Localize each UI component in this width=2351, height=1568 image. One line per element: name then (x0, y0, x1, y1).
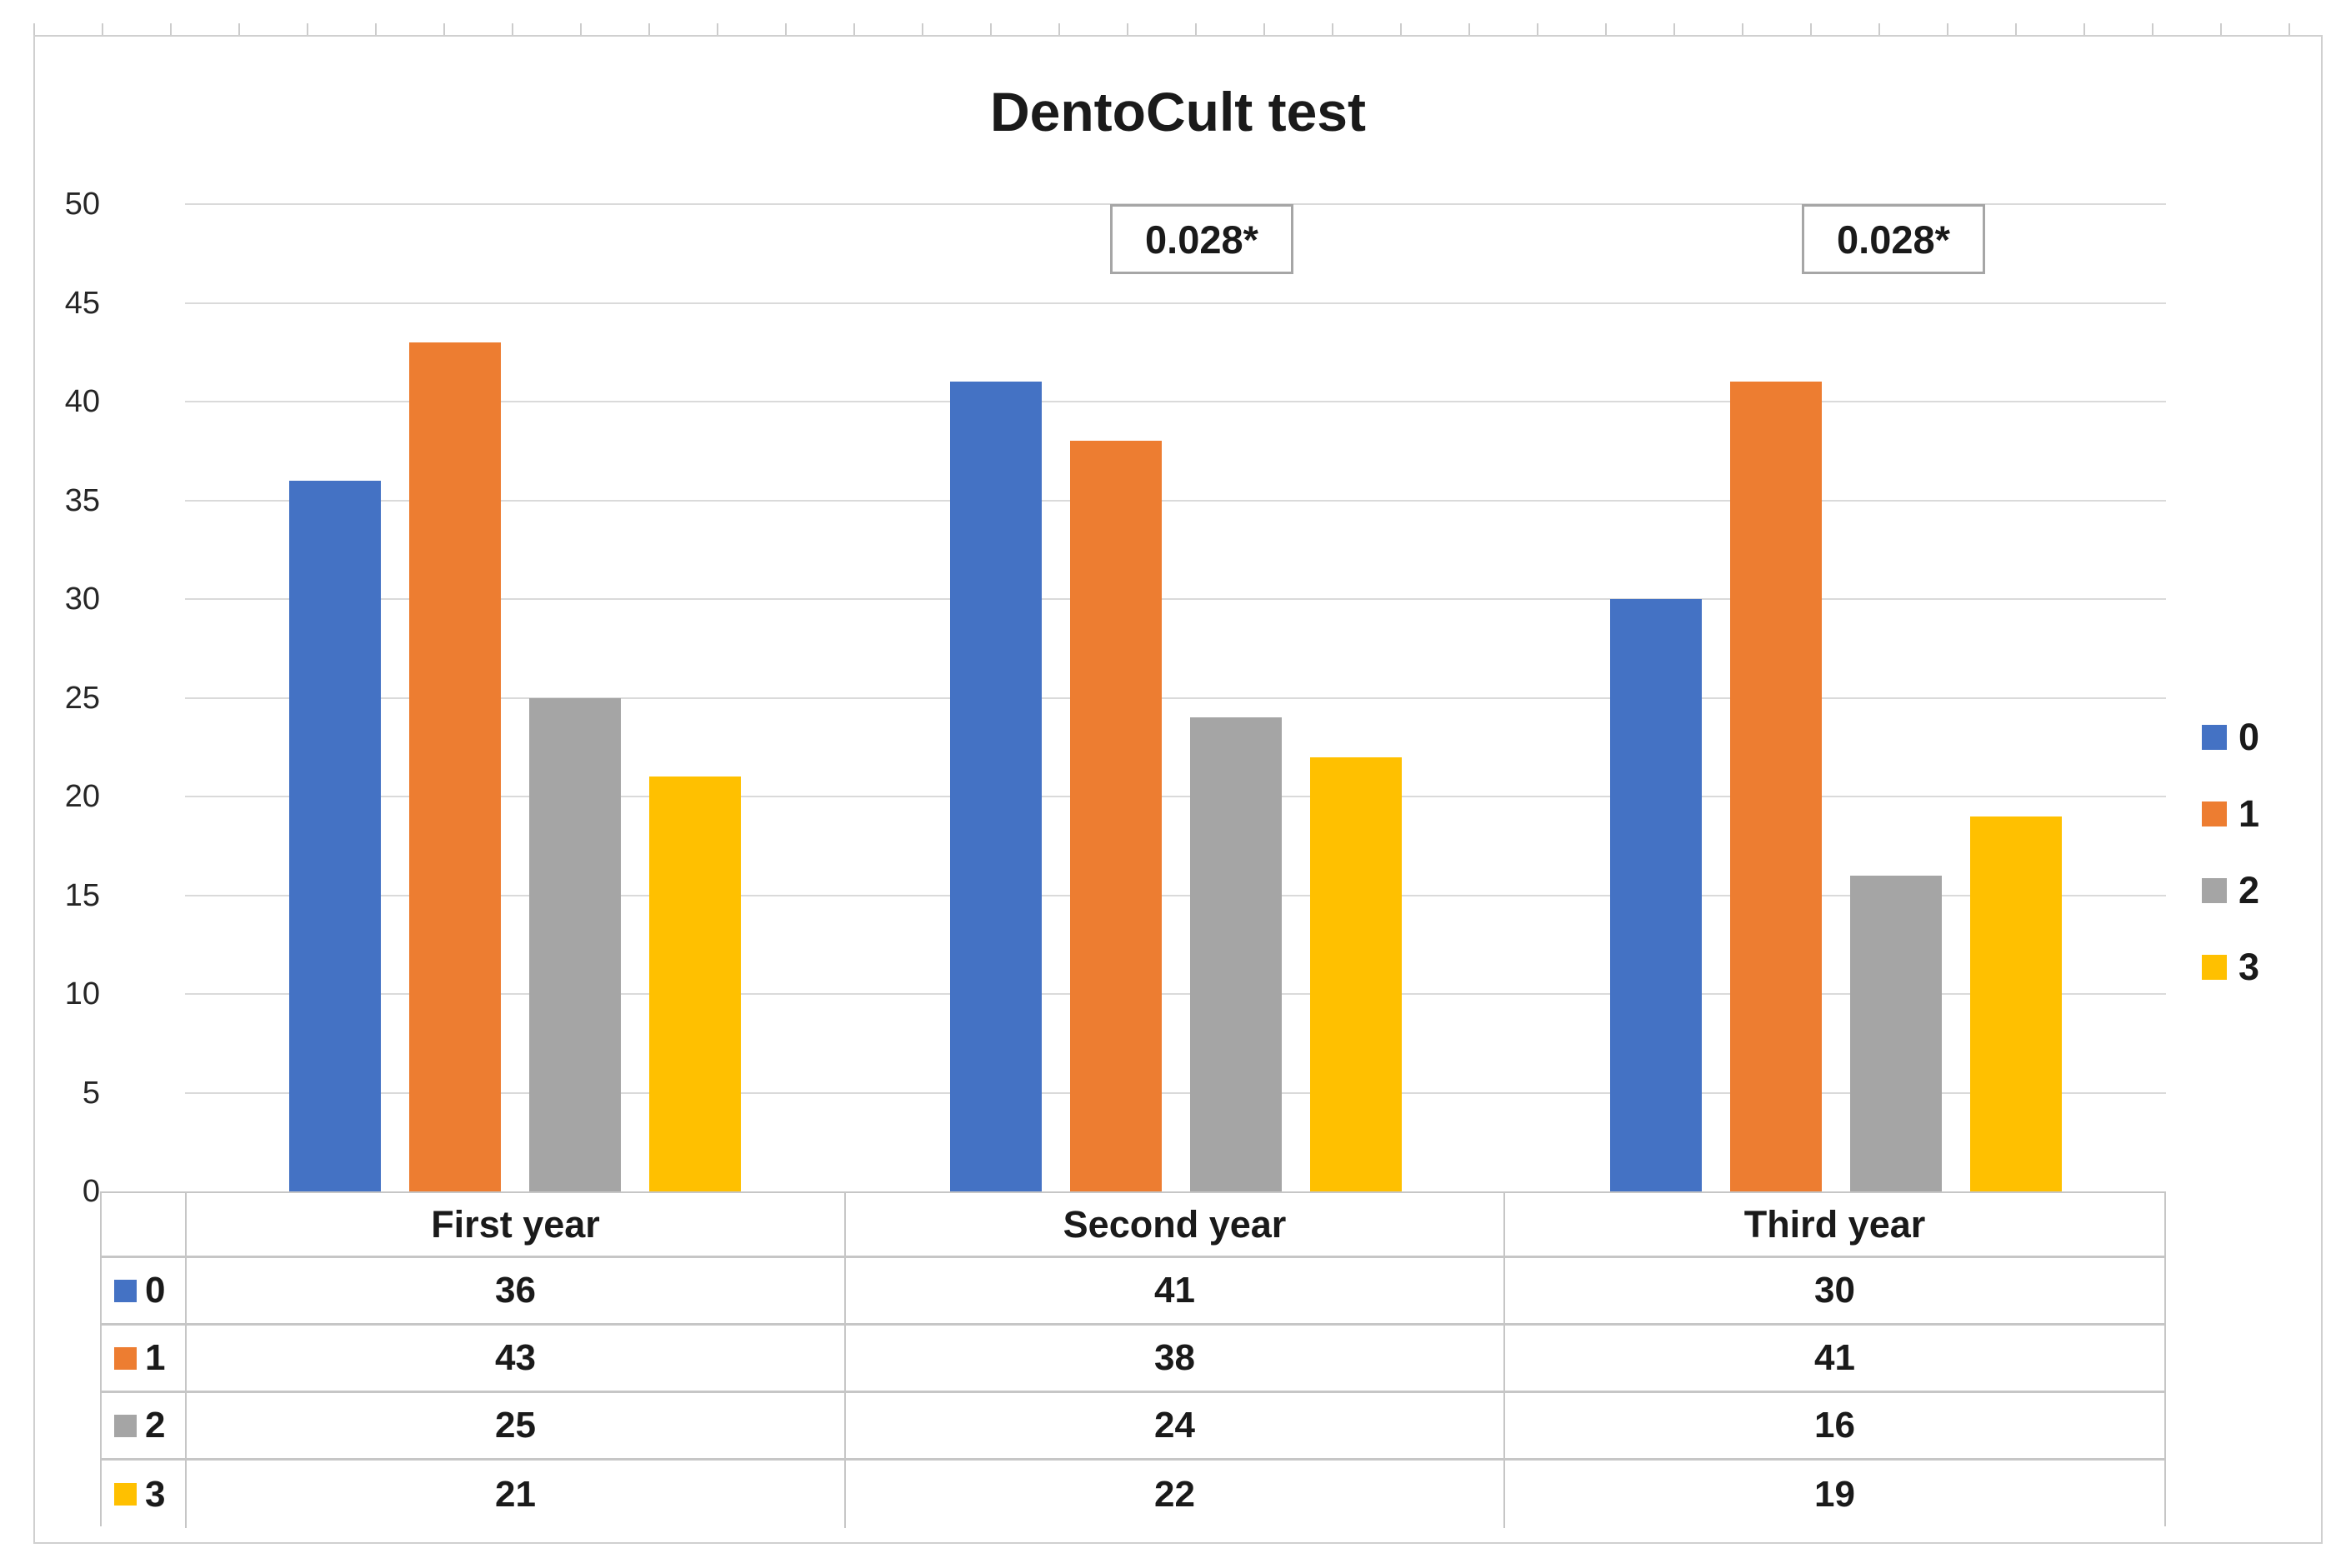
significance-box-2[interactable]: 0.028* (1802, 204, 1985, 274)
table-cell: 43 (187, 1326, 846, 1393)
legend-label: 2 (2238, 869, 2260, 911)
bar-series-1-second-year[interactable] (1069, 441, 1162, 1191)
table-row-key-label: 3 (145, 1473, 166, 1515)
series-swatch-icon (114, 1279, 137, 1302)
bar-series-3-first-year[interactable] (649, 777, 742, 1191)
gridline (185, 796, 2166, 797)
bar-series-0-second-year[interactable] (949, 382, 1042, 1191)
table-row-key-label: 1 (145, 1337, 166, 1378)
bar-series-2-first-year[interactable] (529, 697, 622, 1191)
legend-item-1[interactable]: 1 (2202, 792, 2260, 835)
gridline (185, 401, 2166, 402)
table-row-key-2: 2 (102, 1393, 187, 1461)
bar-series-1-third-year[interactable] (1729, 382, 1822, 1191)
y-axis-tick-label: 5 (82, 1075, 100, 1111)
table-header-cell: First year (187, 1193, 846, 1258)
chart-data-table[interactable]: First year Second year Third year 0 36 41 30 1 4… (100, 1191, 2166, 1528)
table-row-key-label: 0 (145, 1270, 166, 1311)
y-axis-tick-label: 10 (64, 976, 100, 1011)
table-cell: 19 (1505, 1461, 2164, 1528)
bar-series-0-third-year[interactable] (1609, 599, 1702, 1191)
table-cell: 21 (187, 1461, 846, 1528)
series-swatch-icon (114, 1414, 137, 1437)
legend-label: 0 (2238, 716, 2260, 758)
table-cell: 24 (846, 1393, 1505, 1461)
y-axis-tick-label: 0 (82, 1174, 100, 1209)
table-corner-cell (102, 1193, 187, 1258)
table-cell: 38 (846, 1326, 1505, 1393)
significance-box-1[interactable]: 0.028* (1110, 204, 1293, 274)
gridline (185, 993, 2166, 995)
chart-frame[interactable]: DentoCult test 0 5 10 15 20 25 30 35 40 45 50 0.02… (33, 35, 2323, 1544)
table-row-key-1: 1 (102, 1326, 187, 1393)
table-row-key-0: 0 (102, 1258, 187, 1326)
bar-series-0-first-year[interactable] (289, 480, 382, 1191)
table-cell: 16 (1505, 1393, 2164, 1461)
table-cell: 22 (846, 1461, 1505, 1528)
bar-series-3-second-year[interactable] (1309, 757, 1402, 1191)
y-axis-tick-label: 20 (64, 779, 100, 814)
y-axis-tick-label: 25 (64, 680, 100, 716)
gridline (185, 1091, 2166, 1094)
table-row-key-3: 3 (102, 1461, 187, 1528)
table-cell: 30 (1505, 1258, 2164, 1326)
series-swatch-icon (2202, 725, 2227, 750)
table-cell: 41 (1505, 1326, 2164, 1393)
table-cell: 41 (846, 1258, 1505, 1326)
series-swatch-icon (2202, 801, 2227, 826)
table-cell: 36 (187, 1258, 846, 1326)
series-swatch-icon (2202, 878, 2227, 903)
table-header-cell: Third year (1505, 1193, 2164, 1258)
legend-item-2[interactable]: 2 (2202, 869, 2260, 911)
bar-series-2-third-year[interactable] (1849, 875, 1942, 1191)
y-axis-tick-label: 50 (64, 187, 100, 222)
series-swatch-icon (114, 1483, 137, 1506)
bar-series-2-second-year[interactable] (1189, 717, 1282, 1191)
gridline (185, 894, 2166, 896)
legend-item-0[interactable]: 0 (2202, 716, 2260, 758)
spreadsheet-column-ticks (33, 23, 2323, 35)
legend[interactable]: 0 1 2 3 (2202, 716, 2260, 988)
table-cell: 25 (187, 1393, 846, 1461)
gridline (185, 499, 2166, 502)
series-swatch-icon (2202, 955, 2227, 980)
y-axis-tick-label: 35 (64, 482, 100, 518)
y-axis-tick-label: 30 (64, 582, 100, 617)
gridline (185, 598, 2166, 600)
table-header-cell: Second year (846, 1193, 1505, 1258)
gridline (185, 697, 2166, 699)
table-row-key-label: 2 (145, 1405, 166, 1446)
chart-title[interactable]: DentoCult test (990, 81, 1366, 142)
legend-label: 3 (2238, 946, 2260, 988)
gridline (185, 302, 2166, 304)
bar-series-3-third-year[interactable] (1969, 816, 2062, 1191)
legend-item-3[interactable]: 3 (2202, 946, 2260, 988)
legend-label: 1 (2238, 792, 2260, 835)
y-axis-tick-label: 45 (64, 285, 100, 321)
bar-series-1-first-year[interactable] (409, 342, 502, 1191)
y-axis-tick-label: 40 (64, 384, 100, 419)
y-axis-tick-label: 15 (64, 877, 100, 913)
series-swatch-icon (114, 1346, 137, 1370)
